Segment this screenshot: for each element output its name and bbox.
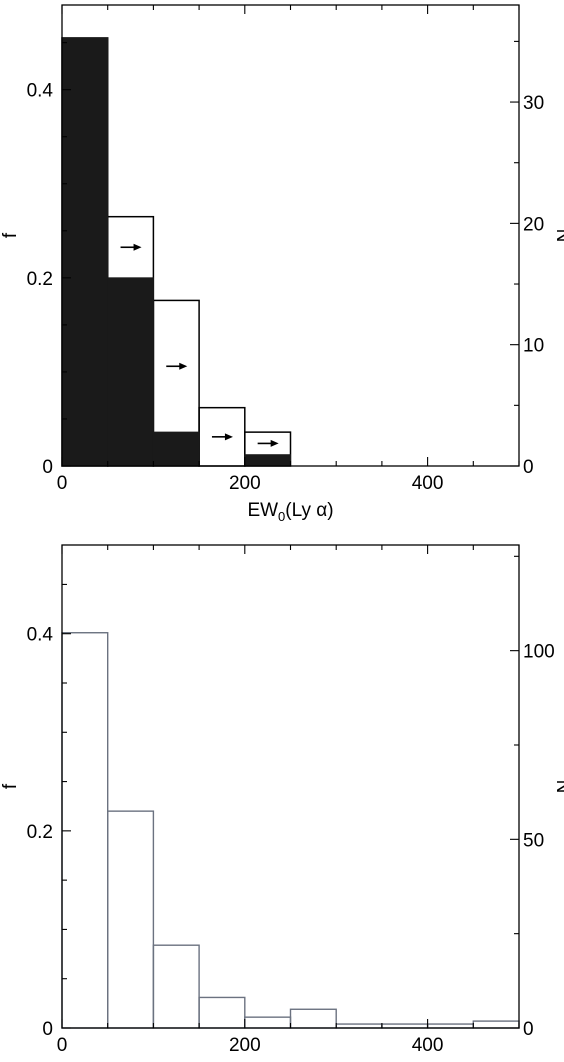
bottom-y2-tick-label: 0 bbox=[523, 1019, 534, 1040]
top-y-tick-label: 0.2 bbox=[27, 269, 53, 290]
bottom-y-tick-label: 0.2 bbox=[27, 822, 53, 843]
bottom-open-bar bbox=[472, 1020, 520, 1029]
bottom-open-bar bbox=[152, 944, 200, 1029]
bottom-x-tick-label: 200 bbox=[229, 1035, 261, 1056]
arrow-head bbox=[133, 243, 142, 251]
top-filled-bar bbox=[152, 431, 200, 467]
bottom-y2-tick-label: 50 bbox=[523, 830, 544, 851]
bottom-x-tick-label: 0 bbox=[57, 1035, 68, 1056]
top-y-tick-label: 0 bbox=[42, 457, 53, 478]
bottom-open-bar bbox=[106, 810, 155, 1029]
top-x-tick-label: 400 bbox=[412, 473, 444, 494]
top-x-axis-label: EW0(Ly α) bbox=[247, 500, 333, 524]
top-y-tick-label: 0.4 bbox=[27, 81, 54, 102]
bottom-open-bar bbox=[244, 1016, 292, 1029]
bottom-y-axis-label: f bbox=[0, 783, 21, 789]
top-y2-tick-label: 20 bbox=[523, 214, 544, 235]
arrow-head bbox=[224, 433, 233, 441]
top-x-tick-label: 0 bbox=[57, 473, 68, 494]
top-panel: 0 200 400 0 0.2 0.4 0 10 20 30 f N EW0(Ly α) bbox=[0, 4, 564, 524]
top-lower-limit-arrow bbox=[166, 362, 188, 370]
top-filled-bar bbox=[107, 277, 154, 467]
arrow-head bbox=[270, 439, 279, 447]
bottom-plot-frame bbox=[61, 544, 520, 1029]
top-filled-bar bbox=[244, 454, 292, 467]
top-y2-tick-label: 10 bbox=[523, 336, 544, 357]
bottom-y-tick-label: 0 bbox=[42, 1019, 53, 1040]
bottom-x-tick-label: 400 bbox=[412, 1035, 444, 1056]
top-lower-limit-arrow bbox=[120, 243, 142, 251]
top-lower-limit-arrow bbox=[211, 433, 233, 441]
top-lower-limit-arrow bbox=[257, 439, 279, 447]
top-y2-axis-label: N bbox=[552, 229, 564, 243]
bottom-y2-tick-label: 100 bbox=[523, 642, 555, 663]
top-filled-bar bbox=[61, 37, 109, 467]
bottom-y2-axis-label: N bbox=[552, 780, 564, 794]
top-x-tick-label: 200 bbox=[229, 473, 261, 494]
top-y2-tick-label: 30 bbox=[523, 93, 544, 114]
bottom-open-bar bbox=[198, 996, 246, 1029]
top-y2-tick-label: 0 bbox=[523, 457, 534, 478]
top-y-axis-label: f bbox=[0, 232, 21, 238]
arrow-head bbox=[179, 362, 188, 370]
bottom-open-bar bbox=[289, 1008, 337, 1029]
bottom-y-tick-label: 0.4 bbox=[27, 625, 54, 646]
